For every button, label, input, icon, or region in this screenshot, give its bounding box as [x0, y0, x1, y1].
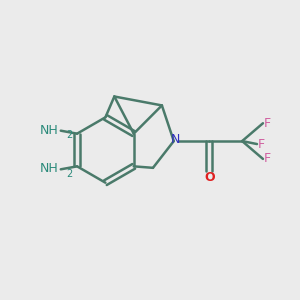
- Text: F: F: [264, 152, 271, 165]
- Text: F: F: [264, 117, 271, 130]
- Text: 2: 2: [67, 169, 73, 179]
- Text: N: N: [171, 133, 180, 146]
- Text: F: F: [258, 138, 265, 151]
- Text: O: O: [205, 171, 215, 184]
- Text: 2: 2: [67, 130, 73, 140]
- Text: NH: NH: [40, 124, 58, 136]
- Text: NH: NH: [40, 162, 58, 175]
